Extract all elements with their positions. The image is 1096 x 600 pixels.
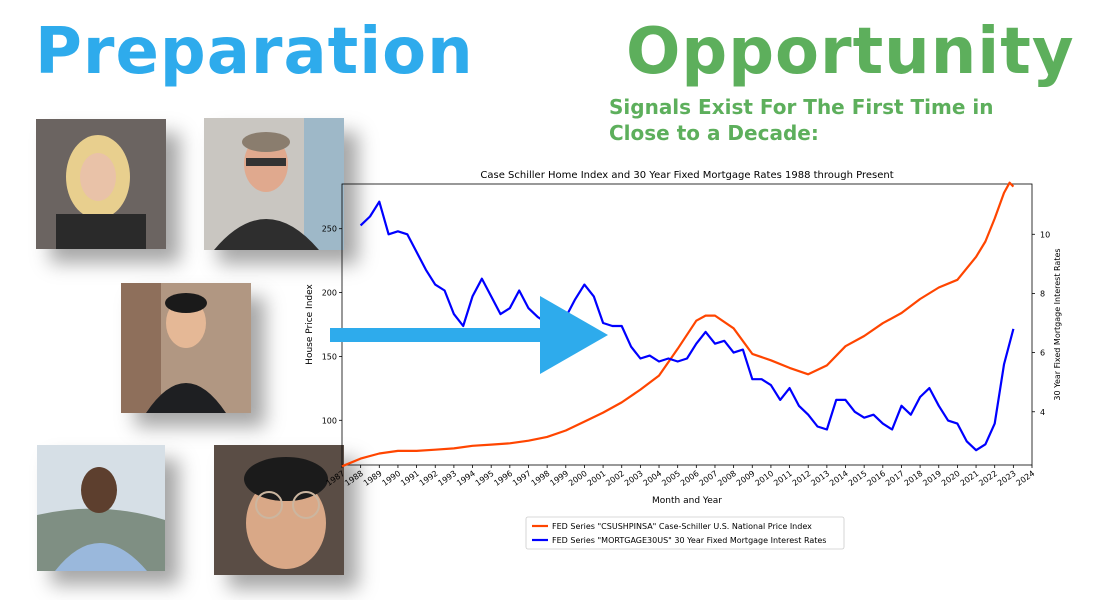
x-tick-label: 2022 (977, 469, 999, 488)
x-tick-label: 2014 (828, 469, 850, 488)
x-tick-label: 1994 (455, 469, 477, 488)
x-tick-label: 2003 (623, 469, 645, 488)
x-tick-label: 1999 (548, 469, 570, 488)
photo-man-glasses-suit (204, 118, 344, 250)
x-tick-label: 1990 (380, 469, 402, 488)
legend-box (525, 516, 845, 550)
y-left-axis-label: House Price Index (305, 284, 315, 365)
x-tick-label: 1991 (399, 469, 421, 488)
x-tick-label: 2019 (921, 469, 943, 488)
y-left-tick-label: 150 (322, 352, 337, 361)
x-tick-label: 2020 (940, 469, 962, 488)
photo-man-smiling-suit (121, 283, 251, 413)
x-tick-label: 2015 (847, 469, 869, 488)
right-arrow-icon (330, 296, 608, 374)
x-tick-label: 2001 (586, 469, 608, 488)
x-tick-label: 2021 (959, 469, 981, 488)
x-tick-label: 2004 (642, 469, 664, 488)
x-tick-label: 2002 (604, 469, 626, 488)
x-tick-label: 2024 (1015, 469, 1037, 488)
x-tick-label: 2009 (735, 469, 757, 488)
y-right-tick-label: 8 (1040, 289, 1045, 298)
y-left-tick-label: 200 (322, 289, 337, 298)
y-left-tick-label: 100 (322, 416, 337, 425)
photo-man-glasses-selfie (214, 445, 344, 575)
x-tick-label: 2005 (660, 469, 682, 488)
y-right-tick-label: 4 (1040, 408, 1045, 417)
x-tick-label: 1992 (418, 469, 440, 488)
series-line-mortgage-rate (359, 200, 1015, 452)
x-axis-label: Month and Year (652, 496, 722, 506)
chart-title: Case Schiller Home Index and 30 Year Fix… (480, 170, 893, 181)
x-tick-label: 2012 (791, 469, 813, 488)
y-right-axis-label: 30 Year Fixed Mortgage Interest Rates (1053, 248, 1062, 400)
x-tick-label: 2007 (697, 469, 719, 488)
headline-preparation: Preparation (35, 15, 474, 89)
photo-woman-blonde (36, 119, 166, 249)
x-tick-label: 1995 (474, 469, 496, 488)
x-tick-label: 1988 (343, 469, 365, 488)
plot-frame (341, 183, 1033, 466)
y-right-tick-label: 6 (1040, 349, 1045, 358)
y-left-tick-label: 250 (322, 225, 337, 234)
y-right-tick-label: 10 (1040, 230, 1050, 239)
x-tick-label: 2000 (567, 469, 589, 488)
x-tick-label: 2010 (753, 469, 775, 488)
chart: Case Schiller Home Index and 30 Year Fix… (305, 170, 1062, 550)
x-tick-label: 2018 (903, 469, 925, 488)
x-tick-label: 1996 (492, 469, 514, 488)
x-tick-label: 2013 (809, 469, 831, 488)
legend-entry: FED Series "MORTGAGE30US" 30 Year Fixed … (552, 536, 826, 545)
x-tick-label: 2017 (884, 469, 906, 488)
x-tick-label: 1987 (325, 469, 347, 488)
photo-man-blue-shirt (37, 445, 165, 571)
subtitle: Signals Exist For The First Time in Clos… (609, 95, 994, 145)
x-tick-label: 2016 (865, 469, 887, 488)
series-line-price-index (341, 181, 1015, 468)
headline-opportunity: Opportunity (626, 15, 1075, 89)
x-tick-label: 2011 (772, 469, 794, 488)
x-tick-label: 1997 (511, 469, 533, 488)
x-tick-label: 2006 (679, 469, 701, 488)
legend-entry: FED Series "CSUSHPINSA" Case-Schiller U.… (552, 522, 812, 531)
x-tick-label: 2008 (716, 469, 738, 488)
x-tick-label: 2023 (996, 469, 1018, 488)
x-tick-label: 1989 (362, 469, 384, 488)
x-tick-label: 1998 (530, 469, 552, 488)
x-tick-label: 1993 (436, 469, 458, 488)
